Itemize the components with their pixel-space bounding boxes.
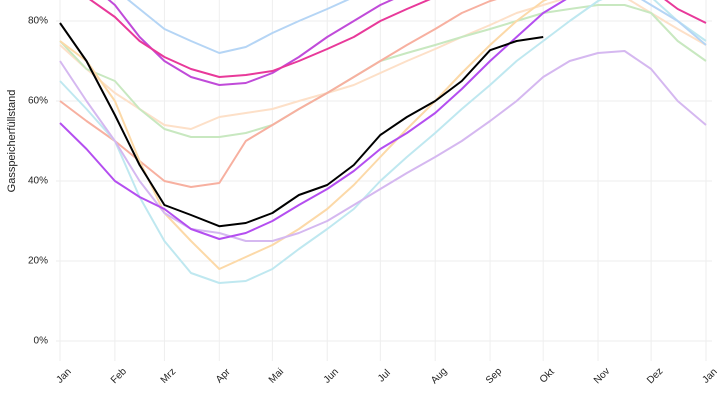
lines <box>59 0 707 284</box>
x-tick-label: Mai <box>267 367 286 386</box>
x-tick-label: Jun <box>322 367 341 386</box>
series-line <box>59 22 544 228</box>
y-tick-label: 40% <box>28 176 48 187</box>
y-tick-label: 0% <box>34 336 49 347</box>
x-tick-label: Aug <box>429 366 449 386</box>
x-tick-label: Nov <box>592 366 612 386</box>
x-tick-label: Okt <box>538 367 557 386</box>
y-tick-label: 80% <box>28 16 48 27</box>
series-line <box>59 0 707 284</box>
x-tick-label: Jan <box>55 367 74 386</box>
y-axis-label: Gasspeicherfüllstand <box>6 90 18 193</box>
series-line <box>59 0 567 240</box>
x-tick-label: Dez <box>645 366 665 386</box>
x-tick-label: Apr <box>214 366 233 385</box>
x-tick-label: Jan <box>701 367 717 386</box>
series-line <box>126 0 707 54</box>
x-tick-label: Feb <box>109 366 129 386</box>
series-line <box>59 0 497 188</box>
x-tick-label: Jul <box>376 368 393 385</box>
series-line <box>107 0 394 86</box>
series-line <box>59 50 707 242</box>
labels: 0% 20% 40% 60% 80% Jan Feb Mrz Apr Mai Jun Jul Aug Se… <box>28 16 717 387</box>
y-tick-label: 60% <box>28 96 48 107</box>
series-line <box>89 0 707 78</box>
x-tick-label: Mrz <box>159 366 179 386</box>
x-tick-label: Sep <box>484 366 505 387</box>
grid <box>56 0 712 361</box>
series-line <box>59 0 707 130</box>
y-tick-label: 20% <box>28 256 48 267</box>
